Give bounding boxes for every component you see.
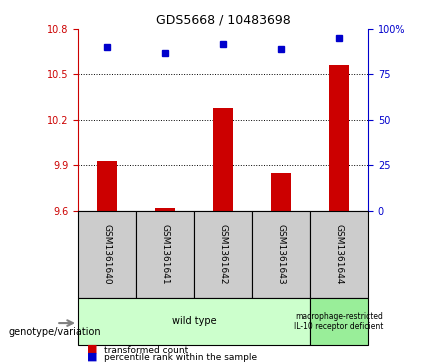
Bar (155, 208, 175, 211)
Bar (271, 173, 291, 211)
FancyBboxPatch shape (310, 298, 368, 345)
Text: GSM1361644: GSM1361644 (335, 224, 343, 284)
Text: ■: ■ (87, 344, 97, 354)
Text: GSM1361643: GSM1361643 (277, 224, 285, 285)
Bar (329, 65, 349, 211)
Text: GSM1361641: GSM1361641 (161, 224, 169, 285)
Text: GSM1361640: GSM1361640 (103, 224, 111, 285)
FancyBboxPatch shape (78, 211, 136, 298)
Text: genotype/variation: genotype/variation (9, 327, 101, 337)
Text: GSM1361642: GSM1361642 (219, 224, 227, 284)
Text: transformed count: transformed count (104, 346, 188, 355)
Bar (213, 108, 233, 211)
FancyBboxPatch shape (310, 211, 368, 298)
FancyBboxPatch shape (252, 211, 310, 298)
Text: macrophage-restricted
IL-10 receptor deficient: macrophage-restricted IL-10 receptor def… (294, 311, 384, 331)
Text: ■: ■ (87, 351, 97, 362)
Bar (97, 160, 117, 211)
Text: wild type: wild type (171, 316, 216, 326)
Title: GDS5668 / 10483698: GDS5668 / 10483698 (155, 13, 291, 26)
FancyBboxPatch shape (78, 298, 310, 345)
FancyBboxPatch shape (136, 211, 194, 298)
Text: percentile rank within the sample: percentile rank within the sample (104, 353, 257, 362)
FancyBboxPatch shape (194, 211, 252, 298)
